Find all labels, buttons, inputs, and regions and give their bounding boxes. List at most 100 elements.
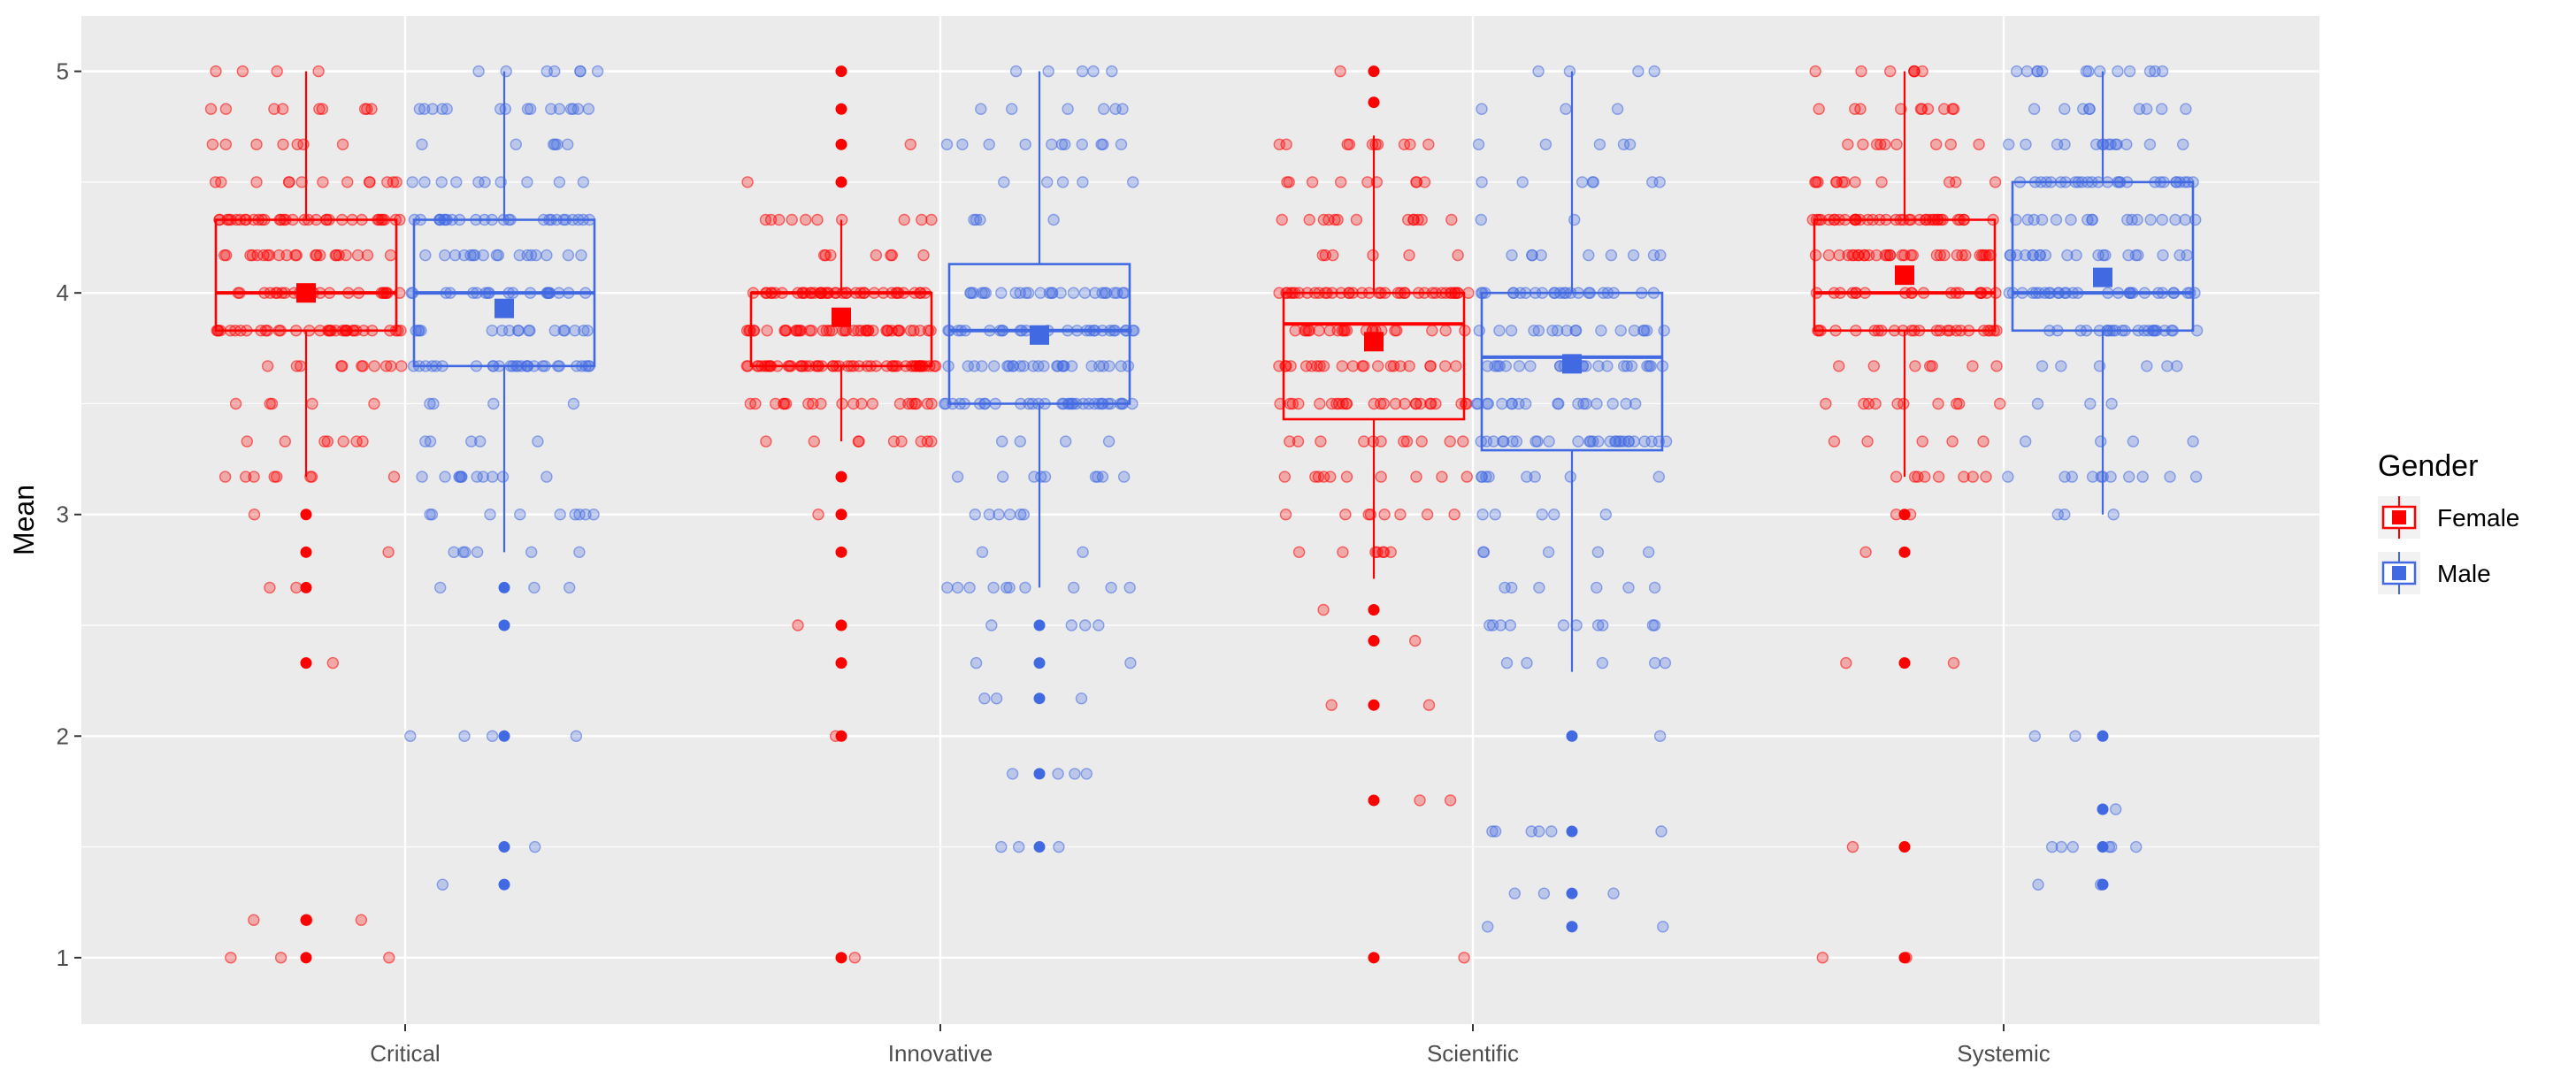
- jitter-point-female-innovative: [802, 397, 815, 410]
- outlier-male-critical: [498, 581, 510, 593]
- jitter-point-female-critical: [368, 360, 380, 372]
- jitter-point-female-systemic: [1909, 360, 1921, 372]
- jitter-point-male-innovative: [1056, 176, 1070, 188]
- jitter-point-male-critical: [573, 509, 586, 521]
- jitter-point-male-critical: [416, 471, 428, 483]
- jitter-point-female-critical: [380, 360, 393, 372]
- jitter-point-male-scientific: [1653, 730, 1667, 742]
- jitter-point-female-innovative: [925, 397, 938, 410]
- outlier-male-innovative: [1033, 657, 1046, 670]
- jitter-point-male-scientific: [1580, 397, 1592, 410]
- jitter-layer: [204, 65, 2204, 964]
- jitter-point-male-scientific: [1591, 546, 1605, 558]
- jitter-point-female-critical: [363, 176, 376, 188]
- jitter-point-female-innovative: [908, 325, 920, 337]
- jitter-point-female-systemic: [1858, 397, 1870, 410]
- jitter-point-male-scientific: [1481, 921, 1494, 933]
- legend-title: Gender: [2378, 449, 2478, 483]
- jitter-point-male-scientific: [1505, 325, 1518, 337]
- grid-layer: [81, 16, 2319, 1024]
- jitter-point-female-critical: [280, 249, 293, 262]
- jitter-point-male-scientific: [1657, 921, 1669, 933]
- jitter-point-male-critical: [548, 138, 562, 151]
- jitter-point-female-systemic: [1854, 103, 1867, 115]
- jitter-point-male-innovative: [1012, 840, 1025, 853]
- jitter-point-male-innovative: [1017, 509, 1031, 521]
- jitter-point-male-critical: [419, 435, 432, 448]
- jitter-point-female-scientific: [1377, 397, 1391, 410]
- jitter-point-male-scientific: [1606, 397, 1619, 410]
- jitter-point-male-critical: [540, 249, 553, 262]
- outlier-female-systemic: [1898, 841, 1911, 853]
- jitter-point-female-systemic: [1966, 360, 1979, 372]
- jitter-point-male-innovative: [1087, 65, 1100, 78]
- jitter-point-female-critical: [264, 581, 276, 594]
- jitter-point-male-systemic: [2174, 249, 2186, 262]
- jitter-point-male-critical: [525, 546, 538, 558]
- jitter-point-female-scientific: [1389, 397, 1402, 410]
- jitter-point-male-critical: [554, 509, 566, 521]
- jitter-point-female-scientific: [1415, 213, 1428, 226]
- outlier-male-scientific: [1566, 887, 1578, 899]
- jitter-point-male-scientific: [1506, 435, 1519, 448]
- jitter-point-male-scientific: [1543, 435, 1555, 448]
- jitter-point-male-critical: [567, 103, 579, 115]
- y-tick-label: 4: [57, 279, 69, 306]
- outlier-male-critical: [498, 841, 510, 853]
- jitter-point-female-critical: [279, 435, 291, 448]
- jitter-point-male-systemic: [2086, 213, 2098, 226]
- jitter-point-female-scientific: [1346, 360, 1360, 372]
- jitter-point-male-innovative: [1014, 435, 1027, 448]
- jitter-point-male-systemic: [2055, 360, 2067, 372]
- jitter-point-male-scientific: [1532, 65, 1545, 78]
- jitter-point-male-systemic: [2169, 213, 2181, 226]
- jitter-point-male-scientific: [1473, 325, 1486, 337]
- jitter-point-female-critical: [206, 138, 219, 151]
- jitter-point-male-innovative: [974, 213, 986, 226]
- x-tick-label-critical: Critical: [370, 1040, 440, 1067]
- jitter-point-female-innovative: [917, 249, 930, 262]
- jitter-point-female-critical: [248, 914, 260, 926]
- legend-female-label: Female: [2437, 504, 2519, 532]
- jitter-point-female-scientific: [1422, 138, 1435, 151]
- jitter-point-female-systemic: [1883, 65, 1897, 78]
- outlier-male-systemic: [2097, 803, 2109, 815]
- jitter-point-male-innovative: [968, 213, 980, 226]
- jitter-point-male-systemic: [2187, 435, 2199, 448]
- outlier-male-innovative: [1033, 619, 1046, 631]
- jitter-point-female-scientific: [1410, 471, 1422, 483]
- jitter-point-female-scientific: [1339, 509, 1352, 521]
- jitter-point-female-innovative: [786, 213, 798, 226]
- jitter-point-male-innovative: [1052, 360, 1064, 372]
- jitter-point-female-innovative: [741, 176, 754, 188]
- outlier-female-innovative: [835, 103, 847, 115]
- jitter-point-female-critical: [317, 176, 329, 188]
- jitter-point-male-scientific: [1592, 360, 1605, 372]
- legend-male-label: Male: [2437, 560, 2491, 587]
- jitter-point-male-innovative: [1115, 138, 1128, 151]
- jitter-point-male-critical: [464, 249, 477, 262]
- jitter-point-male-innovative: [1009, 65, 1023, 78]
- jitter-point-male-innovative: [1062, 103, 1074, 115]
- jitter-point-male-innovative: [1052, 768, 1064, 780]
- jitter-point-female-innovative: [898, 213, 910, 226]
- y-tick-label: 3: [57, 501, 69, 528]
- jitter-point-female-critical: [387, 471, 401, 483]
- jitter-point-female-scientific: [1369, 138, 1382, 151]
- jitter-point-male-innovative: [1100, 287, 1113, 299]
- jitter-point-female-scientific: [1410, 176, 1423, 188]
- jitter-point-male-systemic: [2061, 249, 2074, 262]
- outlier-male-innovative: [1033, 768, 1046, 780]
- jitter-point-male-innovative: [1034, 287, 1046, 299]
- mean-marker-female-systemic: [1895, 265, 1914, 286]
- jitter-point-female-innovative: [807, 397, 819, 410]
- jitter-point-male-innovative: [1059, 435, 1072, 448]
- jitter-point-female-scientific: [1284, 435, 1296, 448]
- jitter-point-male-critical: [424, 397, 436, 410]
- jitter-point-female-systemic: [1977, 249, 1990, 262]
- jitter-point-male-critical: [427, 397, 440, 410]
- jitter-point-male-scientific: [1472, 138, 1485, 151]
- jitter-point-male-scientific: [1516, 176, 1529, 188]
- jitter-point-female-critical: [210, 65, 222, 78]
- jitter-point-female-innovative: [811, 213, 824, 226]
